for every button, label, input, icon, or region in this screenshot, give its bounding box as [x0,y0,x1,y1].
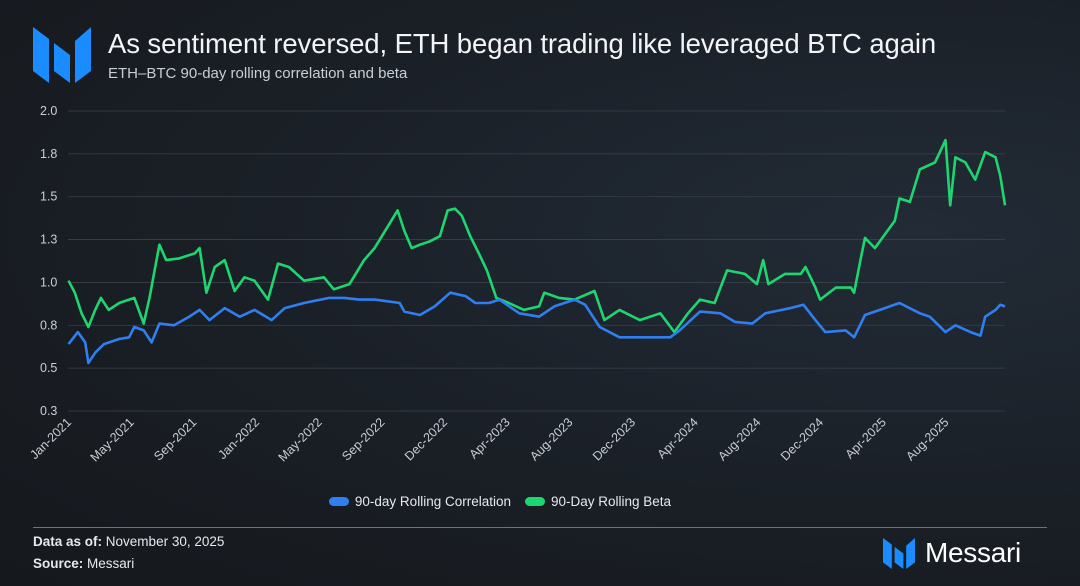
legend-swatch-correlation [328,497,349,506]
brand-logo: Messari [883,537,1021,569]
x-tick-label: May-2021 [88,415,137,464]
legend-item-correlation[interactable]: 90-day Rolling Correlation [328,494,511,509]
data-as-of-label: Data as of: [33,534,103,549]
x-tick-label: Apr-2024 [655,415,701,461]
y-tick-label: 1.3 [40,233,57,247]
y-tick-label: 1.5 [40,190,57,204]
y-tick-label: 1.8 [40,147,57,161]
source: Source: Messari [33,556,134,571]
x-tick-label: Sep-2022 [339,415,387,463]
legend: 90-day Rolling Correlation 90-Day Rollin… [0,494,1040,509]
source-label: Source: [33,556,84,571]
y-tick-label: 2.0 [40,104,57,118]
x-tick-label: Apr-2023 [467,415,513,461]
legend-swatch-beta [525,497,545,506]
messari-brand-icon [883,537,915,569]
legend-item-beta[interactable]: 90-Day Rolling Beta [525,494,671,509]
x-tick-label: Sep-2021 [151,415,199,463]
x-tick-label: Dec-2023 [590,415,638,463]
x-tick-label: Aug-2023 [527,415,575,463]
x-tick-label: Apr-2025 [843,415,889,461]
y-tick-label: 1.0 [40,275,57,289]
chart-subtitle: ETH–BTC 90-day rolling correlation and b… [108,65,408,82]
brand-name: Messari [925,537,1021,568]
legend-label-correlation: 90-day Rolling Correlation [354,494,511,509]
chart-title: As sentiment reversed, ETH began trading… [108,28,937,59]
y-tick-label: 0.8 [40,318,57,332]
series-line-correlation [67,291,1006,365]
x-tick-label: Jan-2022 [215,415,262,462]
x-tick-label: May-2022 [276,415,325,464]
x-tick-label: Dec-2022 [402,415,450,463]
y-tick-label: 0.5 [40,361,57,375]
line-chart: 0.3 0.5 0.8 1.0 1.3 1.5 1.8 2.0 Jan-2021 May-2021… [27,104,1007,464]
x-tick-label: Dec-2024 [778,415,826,463]
x-tick-label: Aug-2025 [903,415,951,463]
legend-label-beta: 90-Day Rolling Beta [551,494,672,509]
source-value: Messari [87,556,135,571]
data-as-of: Data as of: November 30, 2025 [33,534,224,549]
series-line-beta [67,138,1007,334]
x-tick-label: Jan-2021 [27,415,74,462]
messari-logo-icon [33,27,91,83]
y-tick-label: 0.3 [40,404,57,418]
x-tick-label: Aug-2024 [715,415,763,463]
data-as-of-value: November 30, 2025 [105,534,225,549]
footer-divider [33,527,1047,528]
